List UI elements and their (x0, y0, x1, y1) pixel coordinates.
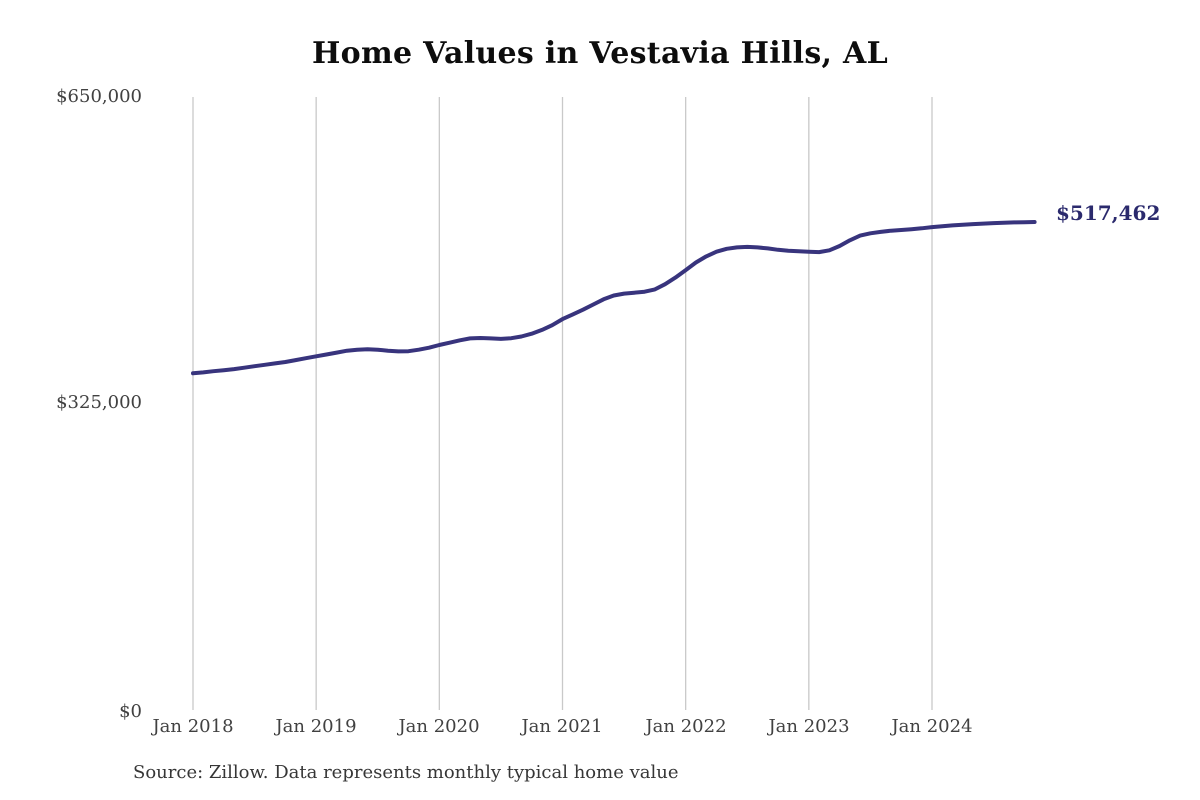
home-value-line (191, 220, 1037, 376)
x-axis-tick-label: Jan 2021 (521, 716, 603, 737)
source-note: Source: Zillow. Data represents monthly … (133, 762, 679, 783)
y-axis-tick-label: $650,000 (56, 86, 142, 107)
current-value-label: $517,462 (1056, 201, 1161, 225)
x-axis-tick-label: Jan 2023 (768, 716, 850, 737)
x-axis-tick-label: Jan 2019 (275, 716, 357, 737)
x-axis-tick-label: Jan 2018 (152, 716, 234, 737)
x-axis-tick-label: Jan 2024 (891, 716, 973, 737)
chart-title: Home Values in Vestavia Hills, AL (312, 36, 888, 71)
y-axis-tick-label: $0 (119, 701, 142, 722)
y-axis-tick-label: $325,000 (56, 392, 142, 413)
x-axis-tick-label: Jan 2020 (398, 716, 480, 737)
x-axis-tick-label: Jan 2022 (645, 716, 727, 737)
